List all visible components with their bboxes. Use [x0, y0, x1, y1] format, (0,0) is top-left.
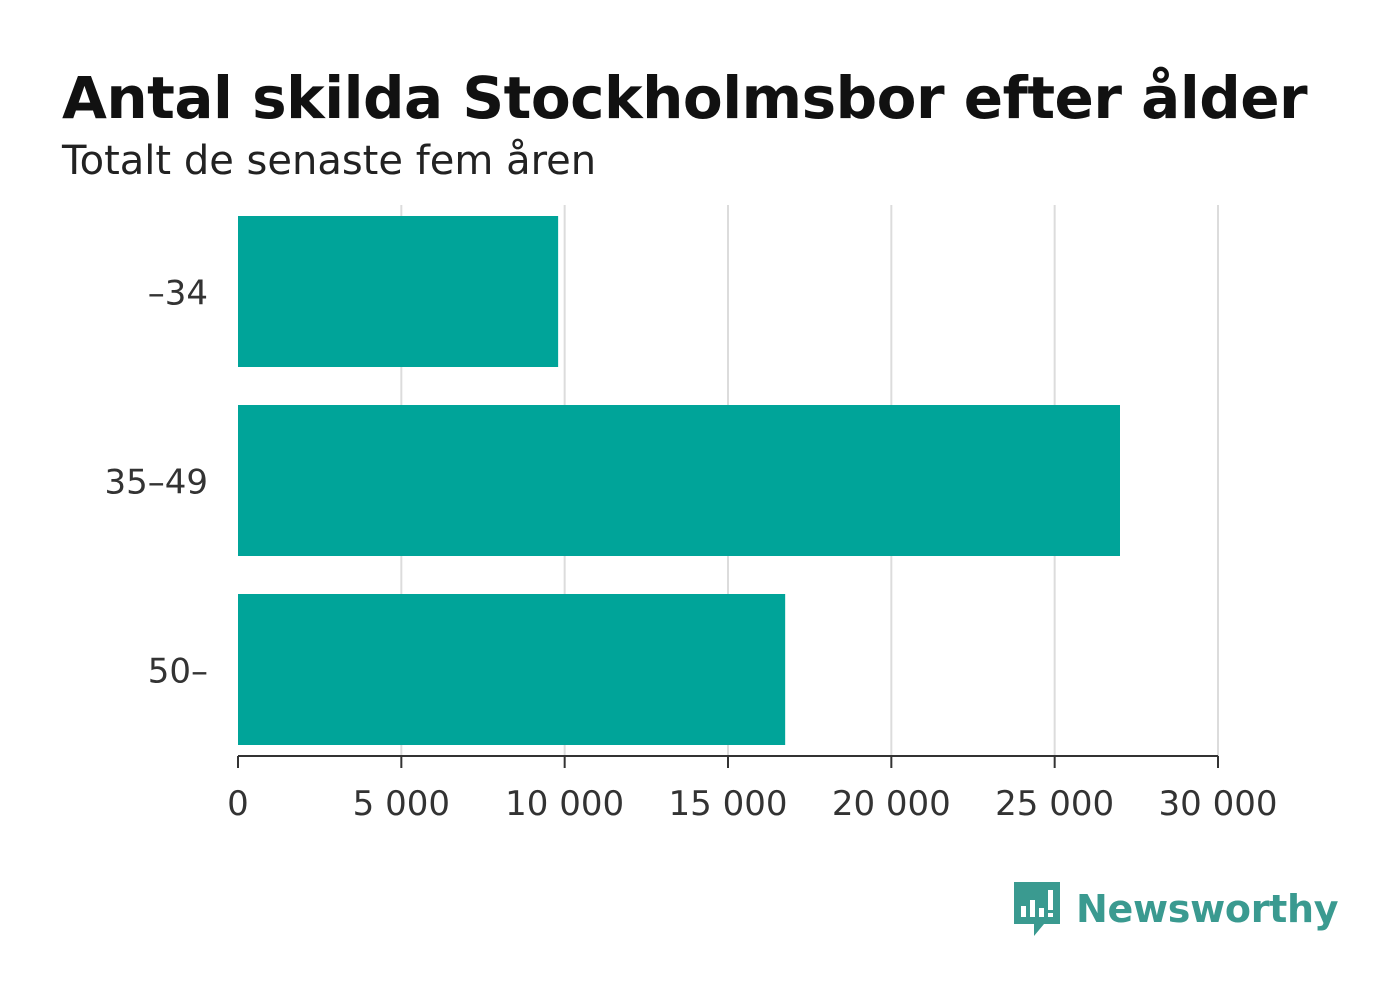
- bar-chart-speech-bubble-icon: [1014, 882, 1060, 936]
- x-tick-label: 5 000: [353, 784, 450, 824]
- brand-logo: Newsworthy: [1010, 878, 1339, 940]
- x-tick-label: 20 000: [832, 784, 951, 824]
- y-tick-label: 35–49: [104, 463, 208, 503]
- bar: [238, 216, 559, 367]
- x-tick-label: 10 000: [505, 784, 624, 824]
- x-tick-label: 30 000: [1159, 784, 1278, 824]
- bar: [238, 405, 1120, 556]
- x-tick-label: 15 000: [669, 784, 788, 824]
- y-tick-label: –34: [148, 274, 208, 314]
- chart-subtitle: Totalt de senaste fem åren: [62, 138, 597, 184]
- chart-title: Antal skilda Stockholmsbor efter ålder: [62, 64, 1308, 132]
- brand-name: Newsworthy: [1076, 887, 1339, 931]
- x-tick-label: 0: [227, 784, 249, 824]
- y-tick-label: 50–: [148, 652, 208, 692]
- x-tick-label: 25 000: [995, 784, 1114, 824]
- bar: [238, 594, 786, 745]
